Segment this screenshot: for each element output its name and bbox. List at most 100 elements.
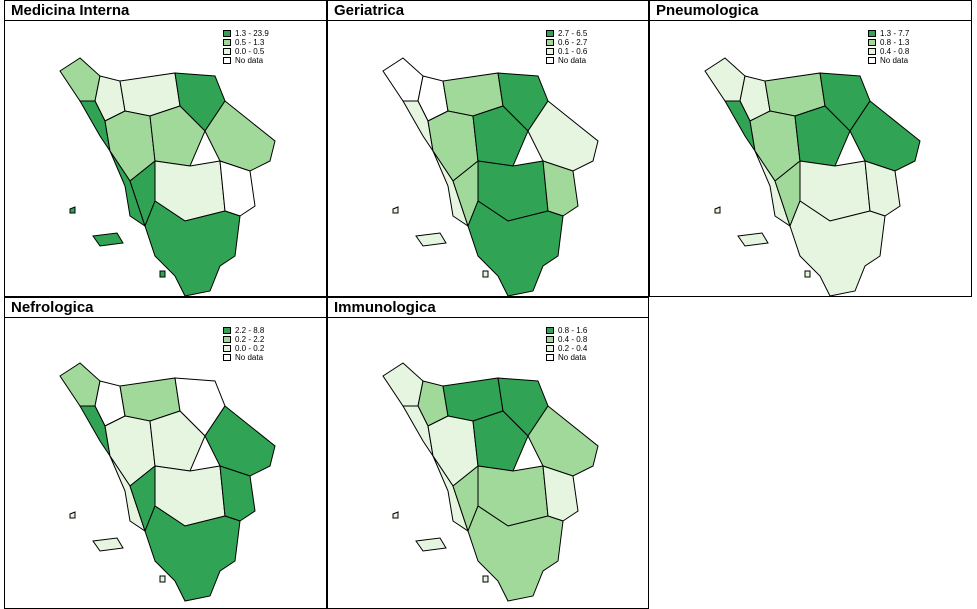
legend-swatch <box>223 354 231 361</box>
panel-title: Geriatrica <box>327 0 649 20</box>
district <box>109 150 146 228</box>
map-panel: 1.3 - 7.7 0.8 - 1.3 0.4 - 0.8 No data <box>649 20 972 297</box>
island <box>482 575 489 583</box>
legend-item: No data <box>868 56 909 65</box>
legend-label: 0.4 - 0.8 <box>880 47 910 56</box>
legend-swatch <box>223 336 231 343</box>
legend-item: No data <box>223 56 269 65</box>
district <box>109 455 146 533</box>
district <box>864 160 901 217</box>
district <box>754 150 791 228</box>
legend-label: 0.4 - 0.8 <box>558 335 588 344</box>
legend: 1.3 - 23.9 0.5 - 1.3 0.0 - 0.5 No data <box>223 29 269 65</box>
legend-label: 0.2 - 0.4 <box>558 344 588 353</box>
legend-swatch <box>223 39 231 46</box>
island <box>159 575 166 583</box>
legend-label: No data <box>558 56 587 65</box>
district <box>59 57 101 102</box>
legend-swatch <box>546 345 554 352</box>
legend: 2.7 - 6.5 0.6 - 2.7 0.1 - 0.6 No data <box>546 29 587 65</box>
map <box>382 362 599 602</box>
legend-label: 0.1 - 0.6 <box>558 47 588 56</box>
legend-item: 0.0 - 0.2 <box>223 344 264 353</box>
district <box>219 160 256 217</box>
legend-swatch <box>546 336 554 343</box>
legend-item: 0.2 - 0.4 <box>546 344 587 353</box>
district <box>794 105 851 167</box>
district <box>472 105 529 167</box>
legend-swatch <box>868 39 876 46</box>
legend-item: 2.2 - 8.8 <box>223 326 264 335</box>
legend-swatch <box>223 57 231 64</box>
panel-title: Pneumologica <box>649 0 972 20</box>
legend-item: 0.8 - 1.6 <box>546 326 587 335</box>
island <box>159 270 166 278</box>
panel-title: Medicina Interna <box>4 0 327 20</box>
district <box>542 465 579 522</box>
legend-label: 0.2 - 2.2 <box>235 335 265 344</box>
legend-label: 0.5 - 1.3 <box>235 38 265 47</box>
island <box>482 270 489 278</box>
district <box>432 150 469 228</box>
island <box>392 511 399 519</box>
island <box>69 511 76 519</box>
legend-swatch <box>546 39 554 46</box>
legend-item: 1.3 - 23.9 <box>223 29 269 38</box>
island <box>737 232 769 247</box>
map <box>59 57 276 296</box>
legend-label: No data <box>235 56 264 65</box>
district <box>472 410 529 472</box>
district <box>59 362 101 407</box>
legend-item: 1.3 - 7.7 <box>868 29 909 38</box>
legend-label: 1.3 - 7.7 <box>880 29 910 38</box>
district <box>467 200 564 296</box>
island <box>415 537 447 552</box>
map-panel: 2.7 - 6.5 0.6 - 2.7 0.1 - 0.6 No data <box>327 20 649 297</box>
district <box>467 505 564 602</box>
district <box>704 57 746 102</box>
legend-swatch <box>223 345 231 352</box>
legend-label: No data <box>558 353 587 362</box>
district <box>219 465 256 522</box>
district <box>149 410 206 472</box>
legend-swatch <box>868 30 876 37</box>
panel-title: Nefrologica <box>4 297 327 317</box>
panel-title: Immunologica <box>327 297 649 317</box>
district <box>542 160 579 217</box>
island <box>804 270 811 278</box>
map <box>382 57 599 296</box>
map-panel: 1.3 - 23.9 0.5 - 1.3 0.0 - 0.5 No data <box>4 20 327 297</box>
legend-label: 0.0 - 0.2 <box>235 344 265 353</box>
district <box>149 105 206 167</box>
legend-label: No data <box>235 353 264 362</box>
map-panel: 0.8 - 1.6 0.4 - 0.8 0.2 - 0.4 No data <box>327 317 649 609</box>
legend-item: 0.6 - 2.7 <box>546 38 587 47</box>
legend-item: 2.7 - 6.5 <box>546 29 587 38</box>
island <box>92 537 124 552</box>
map <box>704 57 921 296</box>
legend-label: 2.2 - 8.8 <box>235 326 265 335</box>
legend-item: 0.4 - 0.8 <box>868 47 909 56</box>
legend-item: No data <box>546 56 587 65</box>
legend-item: 0.5 - 1.3 <box>223 38 269 47</box>
island <box>392 206 399 214</box>
district <box>789 200 886 296</box>
legend-swatch <box>868 57 876 64</box>
district <box>432 455 469 533</box>
legend-swatch <box>546 327 554 334</box>
legend: 1.3 - 7.7 0.8 - 1.3 0.4 - 0.8 No data <box>868 29 909 65</box>
district <box>144 505 241 602</box>
legend-swatch <box>546 30 554 37</box>
island <box>69 206 76 214</box>
legend-item: 0.8 - 1.3 <box>868 38 909 47</box>
legend-swatch <box>546 354 554 361</box>
district <box>382 362 424 407</box>
legend-item: 0.1 - 0.6 <box>546 47 587 56</box>
legend-swatch <box>223 48 231 55</box>
legend-item: No data <box>223 353 264 362</box>
legend-item: 0.4 - 0.8 <box>546 335 587 344</box>
legend-swatch <box>223 30 231 37</box>
legend-label: 0.6 - 2.7 <box>558 38 588 47</box>
legend: 2.2 - 8.8 0.2 - 2.2 0.0 - 0.2 No data <box>223 326 264 362</box>
legend-item: 0.2 - 2.2 <box>223 335 264 344</box>
